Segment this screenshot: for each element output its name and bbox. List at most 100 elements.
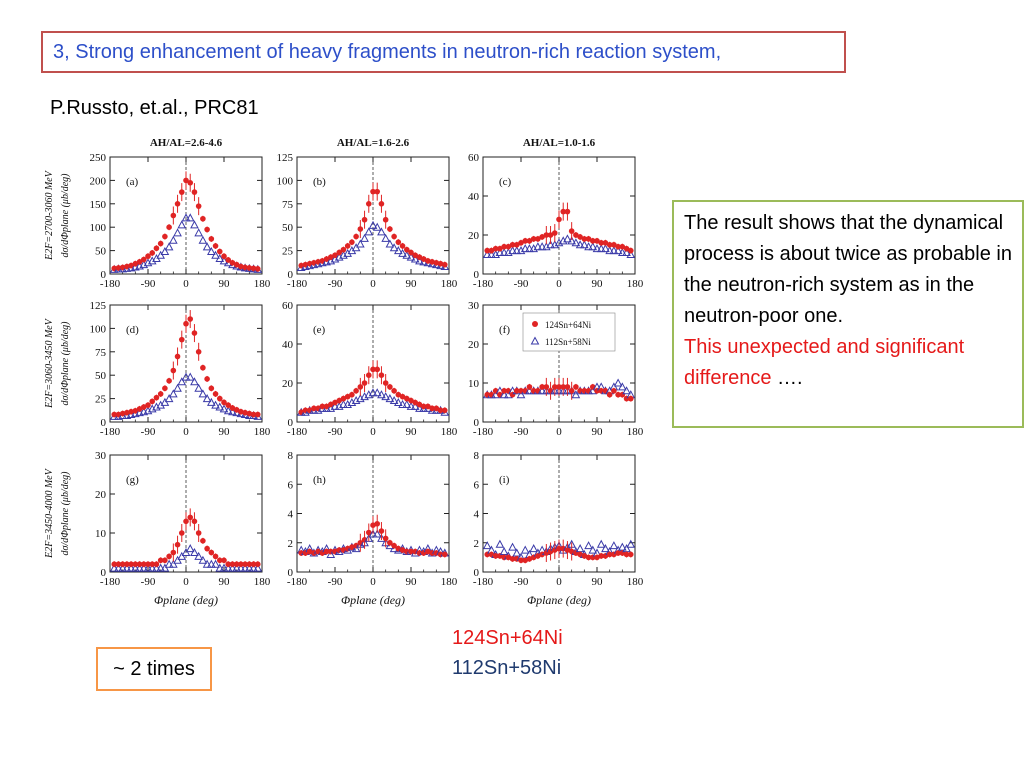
blue-point <box>613 378 623 387</box>
blue-point <box>381 233 391 242</box>
panel-d <box>109 304 263 423</box>
red-point <box>174 541 181 548</box>
red-point <box>568 228 575 234</box>
y-tick-label: 50 <box>282 222 294 234</box>
red-point <box>378 528 385 534</box>
red-point <box>539 384 545 390</box>
y-tick-label: 60 <box>282 300 294 312</box>
red-point <box>387 226 393 232</box>
red-point <box>344 243 351 249</box>
blue-point <box>177 220 187 229</box>
x-tick-label: -90 <box>328 426 343 438</box>
red-point <box>526 238 533 244</box>
blue-point <box>525 244 534 253</box>
y-tick-label: 0 <box>288 567 294 579</box>
red-point <box>568 388 575 394</box>
blue-point <box>364 227 374 236</box>
legend-box <box>522 312 616 352</box>
red-point <box>242 409 248 416</box>
blue-point <box>211 250 220 259</box>
blue-point <box>626 249 636 258</box>
red-point <box>229 405 236 411</box>
red-point <box>200 215 206 222</box>
red-point <box>357 384 364 390</box>
blue-point <box>177 551 187 560</box>
blue-point <box>368 529 378 538</box>
blue-point <box>194 551 204 560</box>
blue-point <box>609 541 619 550</box>
slide-title: 3, Strong enhancement of heavy fragments… <box>53 41 722 63</box>
red-point <box>598 553 605 559</box>
y-tick-label: 8 <box>288 450 294 462</box>
y-tick-label: 20 <box>468 339 480 351</box>
blue-point <box>588 545 598 554</box>
red-point <box>378 372 385 379</box>
red-point <box>191 189 198 195</box>
blue-point <box>601 244 610 253</box>
slide-title-box: 3, Strong enhancement of heavy fragments… <box>41 31 846 73</box>
blue-point <box>533 242 543 251</box>
panel-g <box>109 454 263 573</box>
blue-point <box>206 559 216 568</box>
blue-point <box>406 401 416 410</box>
x-tick-label: -90 <box>141 576 156 588</box>
y-tick-label: 75 <box>95 347 107 359</box>
red-point <box>195 203 202 209</box>
column-title: AH/AL=1.0-1.6 <box>523 137 596 149</box>
red-point <box>349 391 355 398</box>
y-tick-label: 30 <box>95 450 107 462</box>
panel-label: (g) <box>126 474 139 486</box>
red-point <box>195 530 202 536</box>
red-point <box>564 547 571 553</box>
y-tick-label: 2 <box>288 538 294 550</box>
y-tick-label: 6 <box>288 479 294 491</box>
red-point <box>420 403 427 410</box>
red-point <box>332 252 338 259</box>
x-tick-label: 180 <box>254 576 271 588</box>
red-point <box>119 410 126 417</box>
legend-blue-marker <box>530 336 540 345</box>
red-point <box>357 226 364 232</box>
red-point <box>509 241 516 248</box>
red-point <box>365 372 372 379</box>
red-point <box>254 561 261 567</box>
x-tick-label: -180 <box>287 576 308 588</box>
red-point <box>627 551 634 558</box>
blue-point <box>546 240 555 249</box>
y-tick-label: 4 <box>288 509 294 521</box>
x-axis-label: Φplane (deg) <box>527 593 591 607</box>
x-tick-label: 0 <box>556 426 562 438</box>
blue-point <box>211 559 220 568</box>
red-point <box>111 561 118 567</box>
red-point <box>200 538 206 544</box>
blue-point <box>181 372 191 381</box>
red-point <box>370 522 376 528</box>
x-tick-label: -90 <box>514 426 529 438</box>
red-point <box>225 402 232 408</box>
red-point <box>162 233 168 240</box>
y-tick-label: 60 <box>468 152 480 164</box>
y-tick-label: 100 <box>90 323 107 335</box>
blue-point <box>206 397 216 406</box>
y-tick-label: 4 <box>474 509 480 521</box>
x-tick-label: -180 <box>100 278 121 290</box>
red-point <box>306 548 313 555</box>
blue-point <box>571 390 581 399</box>
red-point <box>157 557 164 564</box>
red-point <box>492 553 499 559</box>
red-point <box>149 561 156 567</box>
blue-point <box>499 546 509 556</box>
red-point <box>221 253 227 260</box>
red-point <box>336 249 343 256</box>
panel-e <box>296 304 450 423</box>
blue-point <box>240 563 250 572</box>
blue-point <box>147 563 157 572</box>
red-point <box>216 248 223 255</box>
red-point <box>382 216 389 223</box>
red-point <box>615 550 621 556</box>
x-tick-label: -180 <box>473 576 494 588</box>
red-point <box>162 557 168 564</box>
blue-point <box>415 256 424 265</box>
blue-point <box>410 401 420 410</box>
blue-point <box>579 240 589 249</box>
